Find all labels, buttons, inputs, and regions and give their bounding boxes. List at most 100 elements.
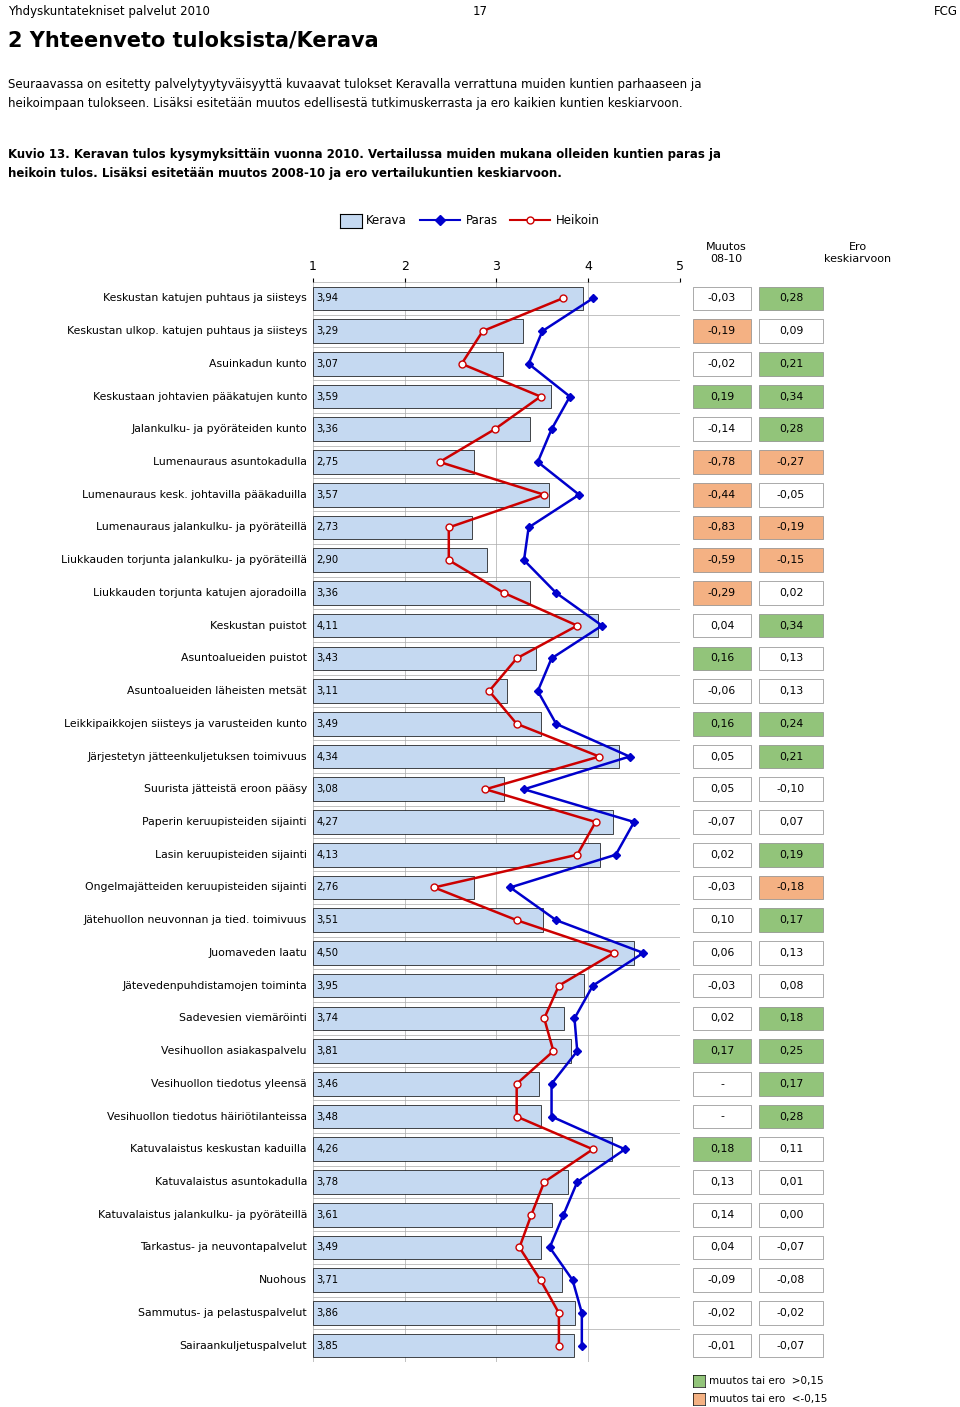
Text: 3,51: 3,51 bbox=[317, 915, 339, 926]
Bar bbox=[313, 384, 551, 408]
Text: Asuntoalueiden puistot: Asuntoalueiden puistot bbox=[181, 653, 307, 663]
Bar bbox=[313, 581, 530, 605]
Text: -0,03: -0,03 bbox=[708, 981, 736, 991]
Text: Sairaankuljetuspalvelut: Sairaankuljetuspalvelut bbox=[180, 1341, 307, 1351]
Bar bbox=[759, 549, 823, 573]
Text: Keskustan katujen puhtaus ja siisteys: Keskustan katujen puhtaus ja siisteys bbox=[104, 294, 307, 304]
Bar bbox=[313, 418, 530, 440]
Text: 3,57: 3,57 bbox=[317, 490, 339, 499]
Text: 0,16: 0,16 bbox=[709, 653, 734, 663]
Text: 4,26: 4,26 bbox=[317, 1144, 339, 1154]
Bar bbox=[313, 744, 619, 768]
Text: -0,07: -0,07 bbox=[777, 1242, 805, 1252]
Text: 0,11: 0,11 bbox=[779, 1144, 804, 1154]
Bar bbox=[693, 450, 751, 474]
Text: Jätevedenpuhdistamojen toiminta: Jätevedenpuhdistamojen toiminta bbox=[122, 981, 307, 991]
Text: 0,13: 0,13 bbox=[779, 948, 804, 958]
Text: 0,06: 0,06 bbox=[709, 948, 734, 958]
Text: Kuvio 13. Keravan tulos kysymyksittäin vuonna 2010. Vertailussa muiden mukana ol: Kuvio 13. Keravan tulos kysymyksittäin v… bbox=[8, 148, 721, 180]
Bar bbox=[693, 778, 751, 801]
Text: 3,86: 3,86 bbox=[317, 1309, 339, 1318]
Text: 2,75: 2,75 bbox=[317, 457, 339, 467]
Bar bbox=[313, 875, 474, 899]
Bar bbox=[693, 418, 751, 440]
Text: 0,08: 0,08 bbox=[779, 981, 804, 991]
Text: 3,29: 3,29 bbox=[317, 326, 339, 336]
Text: Jalankulku- ja pyöräteiden kunto: Jalankulku- ja pyöräteiden kunto bbox=[132, 425, 307, 435]
Bar bbox=[759, 483, 823, 507]
Bar bbox=[693, 384, 751, 408]
Text: -0,02: -0,02 bbox=[708, 1309, 736, 1318]
Bar bbox=[313, 1301, 575, 1325]
Text: Yhdyskuntatekniset palvelut 2010: Yhdyskuntatekniset palvelut 2010 bbox=[8, 6, 210, 18]
Bar bbox=[313, 712, 541, 736]
Text: Lumenauraus kesk. johtavilla pääkaduilla: Lumenauraus kesk. johtavilla pääkaduilla bbox=[83, 490, 307, 499]
Bar bbox=[759, 810, 823, 834]
Text: 0,04: 0,04 bbox=[709, 1242, 734, 1252]
Bar bbox=[693, 941, 751, 965]
Bar bbox=[759, 778, 823, 801]
Bar bbox=[759, 909, 823, 931]
Text: -0,08: -0,08 bbox=[777, 1275, 805, 1285]
Bar bbox=[313, 974, 584, 998]
Bar bbox=[313, 941, 635, 965]
Text: 3,08: 3,08 bbox=[317, 784, 339, 795]
Bar bbox=[759, 319, 823, 343]
Bar bbox=[313, 1006, 564, 1030]
Text: 3,48: 3,48 bbox=[317, 1112, 339, 1121]
Bar bbox=[313, 810, 613, 834]
Bar bbox=[693, 613, 751, 637]
Bar bbox=[759, 1104, 823, 1128]
Text: 0,25: 0,25 bbox=[779, 1045, 804, 1057]
Bar bbox=[693, 909, 751, 931]
Text: Lumenauraus jalankulku- ja pyöräteillä: Lumenauraus jalankulku- ja pyöräteillä bbox=[96, 522, 307, 532]
Text: 0,05: 0,05 bbox=[709, 784, 734, 795]
Text: Katuvalaistus asuntokadulla: Katuvalaistus asuntokadulla bbox=[155, 1178, 307, 1188]
Text: Vesihuollon tiedotus yleensä: Vesihuollon tiedotus yleensä bbox=[152, 1079, 307, 1089]
Bar bbox=[693, 647, 751, 670]
Text: Vesihuollon tiedotus häiriötilanteissa: Vesihuollon tiedotus häiriötilanteissa bbox=[107, 1112, 307, 1121]
Text: 4,27: 4,27 bbox=[317, 817, 339, 827]
Text: Sammutus- ja pelastuspalvelut: Sammutus- ja pelastuspalvelut bbox=[138, 1309, 307, 1318]
Bar bbox=[759, 680, 823, 704]
Text: Asuinkadun kunto: Asuinkadun kunto bbox=[209, 359, 307, 369]
Text: 0,19: 0,19 bbox=[779, 850, 804, 860]
Bar bbox=[313, 352, 503, 376]
Text: -0,14: -0,14 bbox=[708, 425, 736, 435]
Bar bbox=[693, 974, 751, 998]
Text: Tarkastus- ja neuvontapalvelut: Tarkastus- ja neuvontapalvelut bbox=[140, 1242, 307, 1252]
Text: Lumenauraus asuntokadulla: Lumenauraus asuntokadulla bbox=[153, 457, 307, 467]
Text: 0,14: 0,14 bbox=[709, 1210, 734, 1220]
Bar bbox=[759, 450, 823, 474]
Bar bbox=[693, 581, 751, 605]
Bar bbox=[693, 1072, 751, 1096]
Text: 0,21: 0,21 bbox=[779, 751, 804, 761]
Text: Nuohous: Nuohous bbox=[259, 1275, 307, 1285]
Text: Liukkauden torjunta jalankulku- ja pyöräteillä: Liukkauden torjunta jalankulku- ja pyörä… bbox=[61, 556, 307, 566]
Text: 0,24: 0,24 bbox=[779, 719, 804, 729]
Text: 2,90: 2,90 bbox=[317, 556, 339, 566]
Text: 0,28: 0,28 bbox=[779, 425, 804, 435]
Text: -0,10: -0,10 bbox=[777, 784, 805, 795]
Bar bbox=[693, 1235, 751, 1259]
Text: 0,19: 0,19 bbox=[709, 391, 734, 401]
Bar bbox=[693, 1006, 751, 1030]
Text: Liukkauden torjunta katujen ajoradoilla: Liukkauden torjunta katujen ajoradoilla bbox=[93, 588, 307, 598]
Bar bbox=[313, 1268, 562, 1292]
Text: 3,71: 3,71 bbox=[317, 1275, 339, 1285]
Bar bbox=[313, 909, 543, 931]
Text: Suurista jätteistä eroon pääsy: Suurista jätteistä eroon pääsy bbox=[144, 784, 307, 795]
Bar bbox=[693, 680, 751, 704]
Text: muutos tai ero  >0,15: muutos tai ero >0,15 bbox=[709, 1376, 824, 1386]
Text: -0,01: -0,01 bbox=[708, 1341, 736, 1351]
Text: Jätehuollon neuvonnan ja tied. toimivuus: Jätehuollon neuvonnan ja tied. toimivuus bbox=[84, 915, 307, 926]
Bar bbox=[313, 319, 523, 343]
Text: 0,13: 0,13 bbox=[779, 653, 804, 663]
Text: -0,07: -0,07 bbox=[708, 817, 736, 827]
Text: 3,11: 3,11 bbox=[317, 687, 339, 696]
Text: 3,49: 3,49 bbox=[317, 719, 339, 729]
Text: 0,28: 0,28 bbox=[779, 294, 804, 304]
Bar bbox=[759, 1268, 823, 1292]
Text: Paperin keruupisteiden sijainti: Paperin keruupisteiden sijainti bbox=[142, 817, 307, 827]
Bar bbox=[759, 1171, 823, 1193]
